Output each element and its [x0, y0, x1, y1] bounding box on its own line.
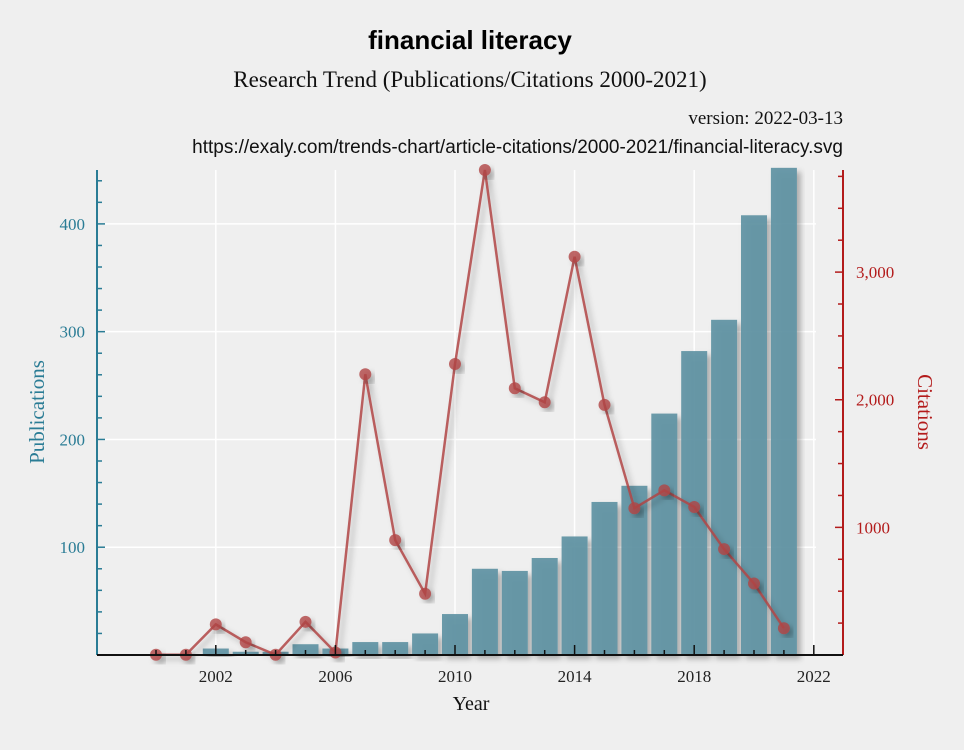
- citation-point-2007: [359, 368, 372, 381]
- x-tick-label: 2006: [318, 667, 352, 686]
- bar-2007: [352, 642, 379, 655]
- citation-point-2017: [658, 484, 671, 497]
- y-left-tick-label: 200: [60, 430, 86, 449]
- x-tick-label: 2022: [797, 667, 831, 686]
- citation-point-2021: [777, 622, 790, 635]
- bar-2013: [531, 558, 558, 655]
- citation-point-2019: [718, 543, 731, 556]
- citation-point-2008: [389, 534, 402, 547]
- y-right-tick-label: 1000: [856, 518, 890, 537]
- y-right-tick-label: 3,000: [856, 263, 894, 282]
- y-axis-left-label: Publications: [25, 360, 49, 464]
- citation-point-2012: [508, 382, 521, 395]
- citation-point-2020: [748, 577, 760, 590]
- chart-axes: 100 200 300 400 1000 2,000 3,000 2002 2006 2010 20…: [60, 170, 894, 686]
- citation-point-2009: [419, 587, 432, 600]
- x-tick-label: 2010: [438, 667, 472, 686]
- citation-line: [150, 164, 790, 661]
- y-left-tick-label: 300: [60, 323, 86, 342]
- x-tick-label: 2014: [558, 667, 593, 686]
- bar-2012: [501, 570, 528, 655]
- chart-subtitle: Research Trend (Publications/Citations 2…: [233, 67, 706, 92]
- citation-point-2014: [568, 250, 581, 263]
- citation-point-2018: [688, 500, 701, 513]
- chart-url: https://exaly.com/trends-chart/article-c…: [192, 137, 843, 158]
- citation-point-2010: [449, 358, 461, 370]
- bar-2009: [412, 633, 439, 655]
- bar-2008: [382, 642, 409, 655]
- x-axis-label: Year: [453, 693, 490, 715]
- y-left-tick-label: 100: [60, 538, 86, 557]
- x-tick-label: 2018: [677, 667, 711, 686]
- bar-2021: [770, 167, 797, 655]
- citation-point-2003: [239, 636, 252, 649]
- chart-version: version: 2022-03-13: [688, 108, 843, 129]
- bar-2005: [292, 644, 319, 655]
- citation-series-line: [156, 169, 785, 657]
- grid-lines: [97, 170, 816, 655]
- chart-title: financial literacy: [368, 25, 572, 55]
- citation-point-2002: [209, 618, 222, 631]
- y-right-tick-label: 2,000: [856, 391, 894, 410]
- publication-bars: [202, 167, 797, 655]
- bar-2011: [471, 568, 498, 655]
- citation-point-2013: [538, 396, 551, 409]
- bar-2015: [591, 501, 618, 655]
- citation-point-2015: [598, 398, 611, 411]
- citation-point-2011: [478, 164, 491, 176]
- bar-2017: [651, 413, 678, 655]
- bar-2014: [561, 536, 588, 655]
- bar-2019: [711, 319, 738, 655]
- x-tick-label: 2002: [199, 667, 233, 686]
- y-left-tick-label: 400: [60, 215, 86, 234]
- citation-point-2005: [299, 615, 312, 628]
- y-axis-right-label: Citations: [913, 374, 937, 450]
- citation-point-2016: [628, 502, 641, 515]
